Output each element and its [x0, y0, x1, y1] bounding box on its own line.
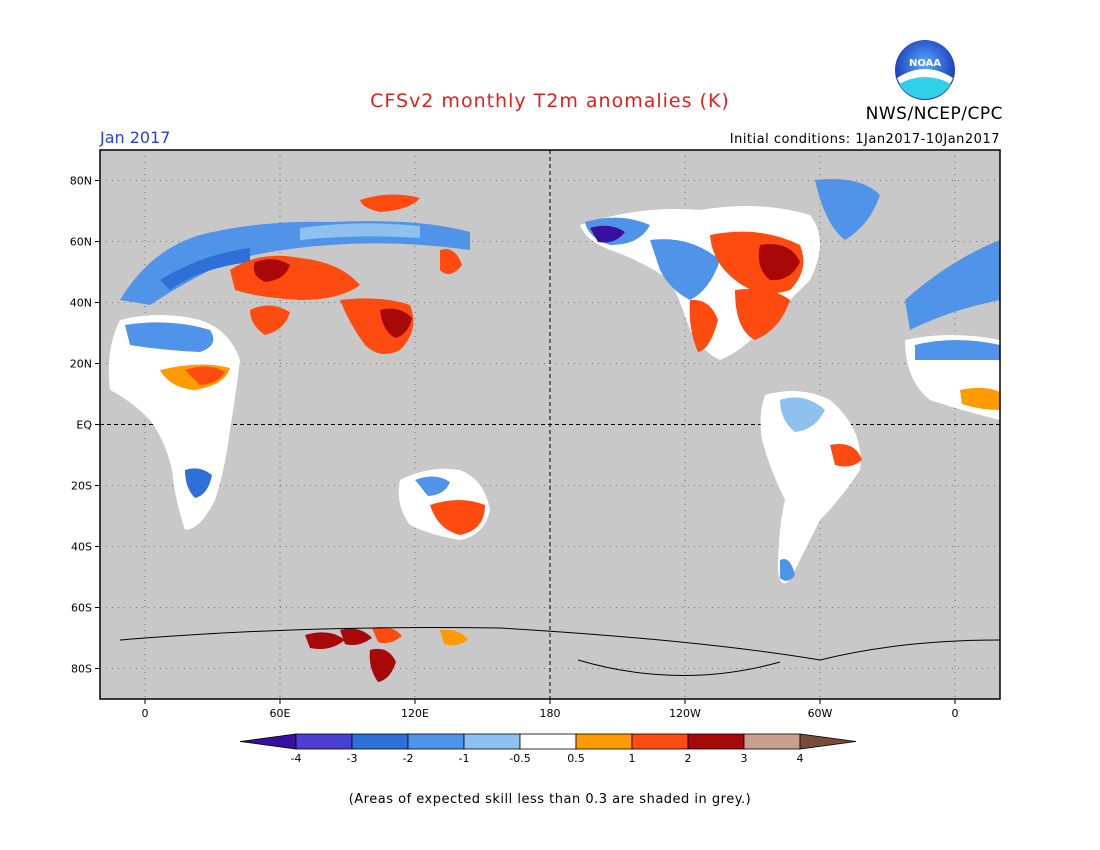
lon-tick-label: 60E: [270, 707, 291, 720]
colorbar-swatch: [687, 733, 745, 750]
lon-tick-label: 180: [540, 707, 561, 720]
colorbar-arrow-low: [239, 733, 297, 750]
colorbar-label: -0.5: [509, 752, 530, 765]
latitude-axis: 80N 60N 40N 20N EQ 20S 40S 60S 80S: [70, 175, 100, 676]
colorbar-label: -1: [459, 752, 470, 765]
map-title: CFSv2 monthly T2m anomalies (K): [370, 90, 730, 112]
lon-tick-label: 0: [952, 707, 959, 720]
colorbar-arrow-high: [799, 733, 857, 750]
colorbar-swatch: [575, 733, 633, 750]
lon-tick-label: 120W: [669, 707, 701, 720]
month-label: Jan 2017: [100, 128, 171, 147]
colorbar-label: 3: [741, 752, 748, 765]
lon-tick-label: 120E: [401, 707, 429, 720]
lat-tick-label: 40N: [70, 297, 92, 310]
colorbar-label: -2: [403, 752, 414, 765]
skill-footnote: (Areas of expected skill less than 0.3 a…: [348, 792, 752, 807]
lat-tick-label: EQ: [76, 419, 92, 432]
colorbar: -4 -3 -2 -1 -0.5 0.5 1 2 3 4: [239, 733, 857, 765]
colorbar-label: -4: [291, 752, 302, 765]
colorbar-swatch: [407, 733, 465, 750]
anomaly-shading: [108, 179, 1000, 682]
colorbar-swatch: [463, 733, 521, 750]
lat-tick-label: 60S: [71, 602, 92, 615]
colorbar-swatch: [519, 733, 577, 750]
colorbar-label: 1: [629, 752, 636, 765]
lon-tick-label: 60W: [808, 707, 833, 720]
lat-tick-label: 80S: [71, 663, 92, 676]
colorbar-label: 2: [685, 752, 692, 765]
colorbar-swatch: [631, 733, 689, 750]
noaa-logo: NOAA: [895, 40, 955, 100]
agency-label: NWS/NCEP/CPC: [865, 104, 1003, 124]
initial-conditions-label: Initial conditions: 1Jan2017-10Jan2017: [729, 132, 1000, 147]
colorbar-swatch: [295, 733, 353, 750]
colorbar-swatch: [351, 733, 409, 750]
lat-tick-label: 80N: [70, 175, 92, 188]
longitude-axis: 0 60E 120E 180 120W 60W 0: [142, 699, 959, 720]
colorbar-label: -3: [347, 752, 358, 765]
colorbar-swatch: [743, 733, 801, 750]
lat-tick-label: 20S: [71, 480, 92, 493]
lat-tick-label: 40S: [71, 541, 92, 554]
lat-tick-label: 20N: [70, 358, 92, 371]
noaa-logo-text: NOAA: [909, 58, 941, 69]
lon-tick-label: 0: [142, 707, 149, 720]
colorbar-label: 0.5: [567, 752, 585, 765]
lat-tick-label: 60N: [70, 236, 92, 249]
colorbar-label: 4: [797, 752, 804, 765]
